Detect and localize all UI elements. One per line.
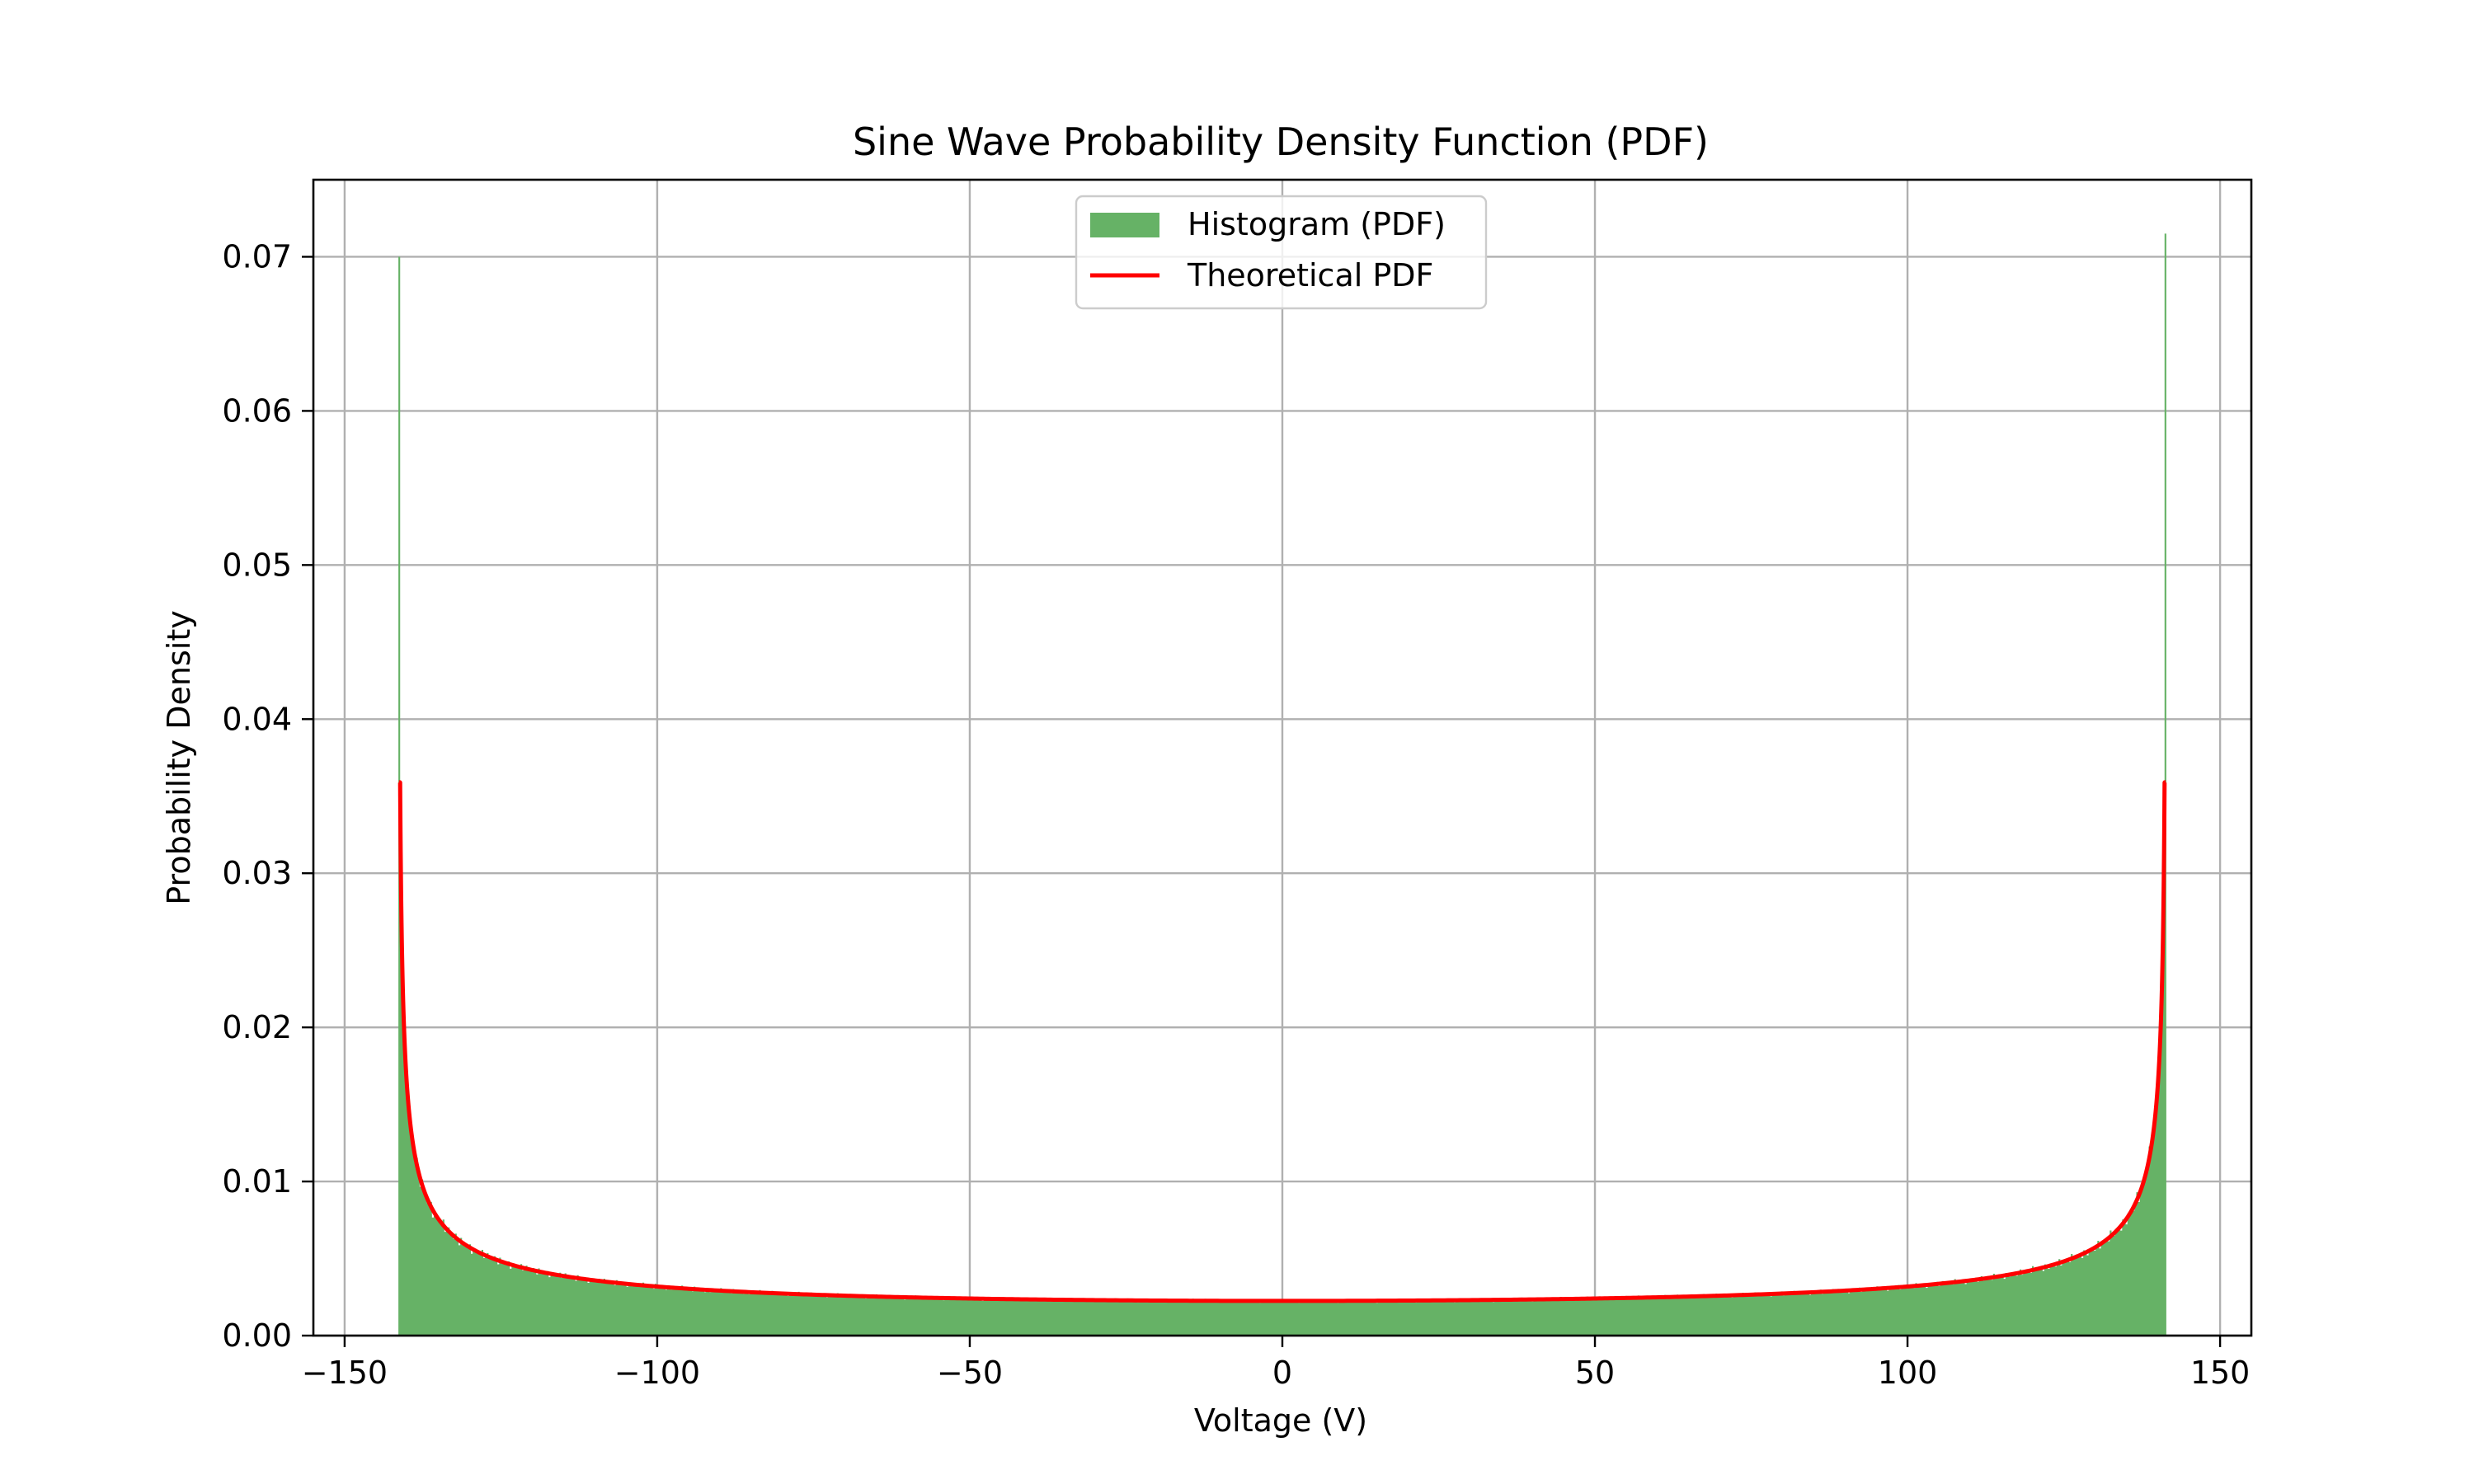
x-axis-label: Voltage (V) <box>1194 1402 1367 1439</box>
y-tick-label-3: 0.03 <box>222 855 292 891</box>
y-tick-label-7: 0.07 <box>222 238 292 275</box>
legend-label-theoretical: Theoretical PDF <box>1187 257 1433 294</box>
x-tick-label-6: 150 <box>2190 1355 2251 1391</box>
y-tick-label-1: 0.01 <box>222 1163 292 1200</box>
x-tick-label-1: −100 <box>614 1355 700 1391</box>
chart-title: Sine Wave Probability Density Function (… <box>853 120 1709 164</box>
x-tick-label-5: 100 <box>1878 1355 1938 1391</box>
y-tick-label-6: 0.06 <box>222 392 292 429</box>
legend-box <box>1075 195 1488 310</box>
legend: Histogram (PDF) Theoretical PDF <box>1075 195 1488 310</box>
y-axis-ticks: 0.00 0.01 0.02 0.03 0.04 0.05 0.06 0.07 <box>222 238 313 1354</box>
y-axis-label: Probability Density <box>161 610 197 904</box>
x-tick-label-3: 0 <box>1272 1355 1292 1391</box>
y-tick-label-0: 0.00 <box>222 1317 292 1354</box>
y-tick-label-5: 0.05 <box>222 547 292 583</box>
y-tick-label-2: 0.02 <box>222 1009 292 1045</box>
legend-label-histogram: Histogram (PDF) <box>1188 206 1446 242</box>
x-axis-ticks: −150 −100 −50 0 50 100 150 <box>302 1336 2251 1391</box>
theoretical-pdf-line <box>397 780 2168 1303</box>
x-tick-label-0: −150 <box>302 1355 388 1391</box>
x-tick-label-4: 50 <box>1575 1355 1615 1391</box>
legend-swatch-histogram <box>1090 213 1159 237</box>
x-tick-label-2: −50 <box>937 1355 1003 1391</box>
y-tick-label-4: 0.04 <box>222 701 292 737</box>
